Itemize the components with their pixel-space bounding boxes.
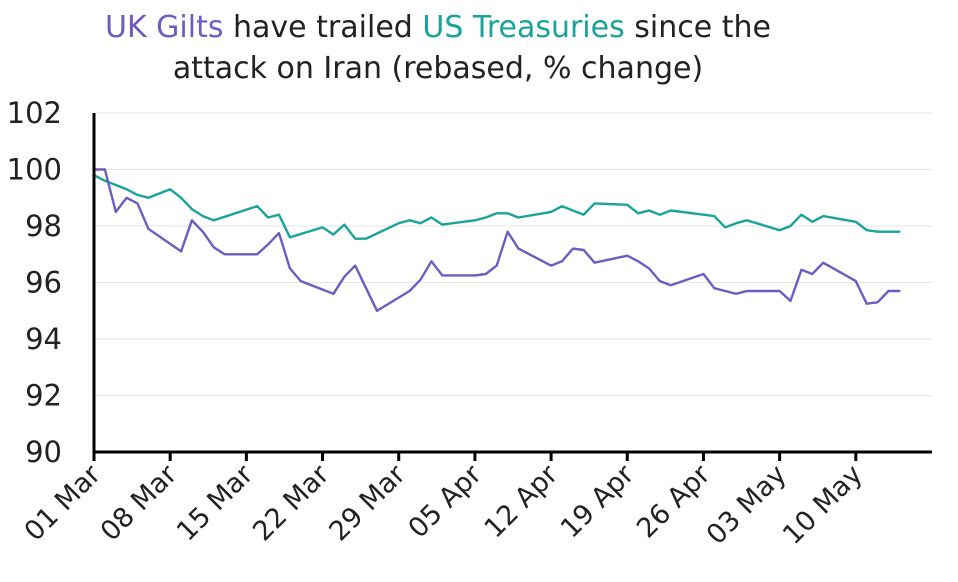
title-segment-1: have trailed [223, 10, 422, 45]
title-segment-2: US Treasuries [422, 10, 624, 45]
gridlines [94, 112, 932, 396]
x-tick-label-6: 12 Apr [479, 458, 565, 544]
y-tick-label-96: 96 [25, 266, 62, 300]
x-tick-label-3: 22 Mar [247, 458, 336, 547]
title-segment-0: UK Gilts [105, 10, 223, 45]
y-tick-label-102: 102 [7, 96, 62, 130]
x-tick-label-7: 19 Apr [555, 458, 641, 544]
x-tick-label-5: 05 Apr [403, 458, 489, 544]
chart-title-line-1: UK Gilts have trailed US Treasuries sinc… [105, 10, 771, 45]
y-tick-label-94: 94 [25, 322, 62, 356]
x-tick-label-10: 10 May [777, 459, 869, 551]
series-lines [92, 168, 901, 312]
x-tick-label-1: 08 Mar [95, 458, 184, 547]
series-line-1 [92, 168, 901, 312]
x-tick-label-4: 29 Mar [323, 458, 412, 547]
y-tick-label-98: 98 [25, 209, 62, 243]
chart-title-line-2: attack on Iran (rebased, % change) [173, 51, 703, 86]
series-line-0 [92, 173, 901, 240]
x-tick-label-0: 01 Mar [19, 458, 108, 547]
title-segment-3: since the [625, 10, 771, 45]
x-tick-label-9: 03 May [701, 459, 793, 551]
axes [92, 113, 932, 454]
x-tick-label-2: 15 Mar [171, 458, 260, 547]
y-tick-label-90: 90 [25, 435, 62, 469]
y-tick-label-100: 100 [7, 153, 62, 187]
y-tick-label-92: 92 [25, 379, 62, 413]
y-axis-ticks: 90 92 94 96 98 100 102 [7, 96, 62, 469]
